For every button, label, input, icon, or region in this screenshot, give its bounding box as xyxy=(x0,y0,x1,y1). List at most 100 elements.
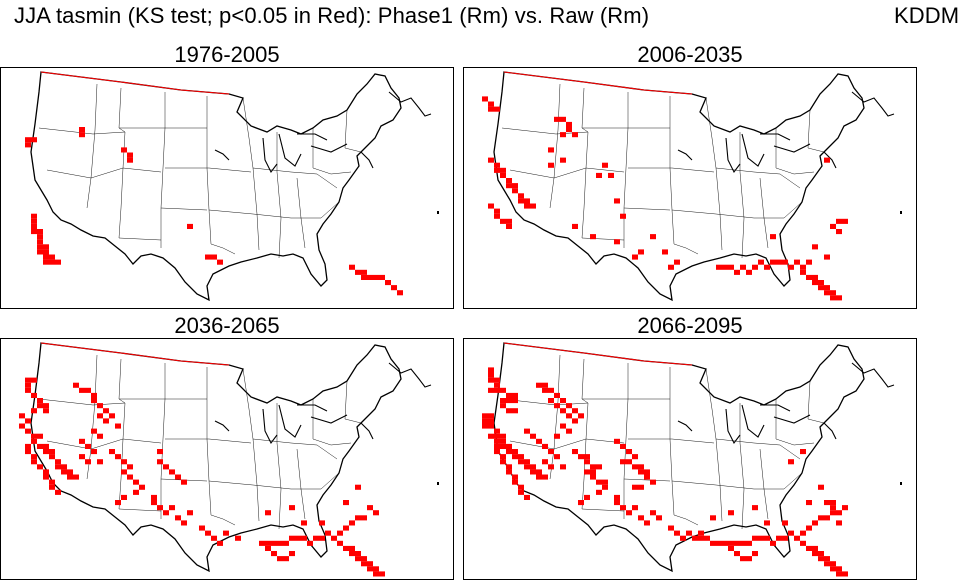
significant-cell xyxy=(824,561,830,567)
state-boundary xyxy=(165,438,252,444)
significant-cell xyxy=(830,510,836,516)
significant-cell xyxy=(776,535,782,541)
significant-cell xyxy=(506,223,512,229)
significant-cell xyxy=(97,459,103,465)
coastline xyxy=(214,149,230,161)
significant-cell xyxy=(836,218,842,224)
significant-cell xyxy=(602,484,608,490)
significant-cell xyxy=(31,459,37,465)
significant-cell xyxy=(554,433,560,439)
significant-cell xyxy=(283,556,289,562)
significant-cell xyxy=(656,515,662,521)
state-boundary xyxy=(160,92,166,248)
state-boundary xyxy=(671,480,755,490)
significant-cell xyxy=(584,469,590,475)
significant-cell xyxy=(49,479,55,485)
significant-cell xyxy=(49,454,55,460)
panel-3-title: 2036-2065 xyxy=(174,313,280,338)
coastline xyxy=(851,91,895,117)
state-boundary xyxy=(623,92,629,248)
significant-cell xyxy=(301,535,307,541)
coastline xyxy=(760,404,791,412)
significant-cell xyxy=(824,290,830,296)
state-boundary xyxy=(38,398,94,406)
significant-cell xyxy=(746,540,752,546)
significant-cell xyxy=(512,392,518,398)
significant-cell xyxy=(668,264,674,270)
significant-cell xyxy=(91,398,97,404)
significant-cell xyxy=(644,469,650,475)
significant-cell xyxy=(181,479,187,485)
significant-cell xyxy=(500,167,506,173)
significant-cell xyxy=(259,540,265,546)
state-boundary xyxy=(291,472,340,490)
significant-cell xyxy=(494,449,500,455)
significant-cell xyxy=(139,484,145,490)
significant-cell xyxy=(19,423,25,429)
coastline xyxy=(278,133,302,167)
significant-cell xyxy=(644,520,650,526)
map-panel-1976-2005 xyxy=(0,67,454,309)
significant-cell xyxy=(37,239,43,245)
coastline xyxy=(823,422,837,440)
significant-cell xyxy=(752,551,758,557)
significant-cell xyxy=(830,561,836,567)
significant-cell xyxy=(542,474,548,480)
significant-cell xyxy=(620,459,626,465)
significant-cell xyxy=(217,540,223,546)
significant-cell xyxy=(830,290,836,296)
significant-cell xyxy=(55,459,61,465)
significant-cell xyxy=(512,183,518,189)
significant-cell xyxy=(500,443,506,449)
coastline xyxy=(760,133,791,141)
significant-cell xyxy=(770,540,776,546)
significant-cell xyxy=(524,428,530,434)
significant-cell xyxy=(734,540,740,546)
significant-cell xyxy=(698,535,704,541)
significant-cell xyxy=(277,540,283,546)
significant-cell xyxy=(43,474,49,480)
significant-cell xyxy=(79,438,85,444)
state-boundary xyxy=(316,444,338,460)
significant-cell xyxy=(301,520,307,526)
significant-cell xyxy=(61,469,67,475)
significant-cell xyxy=(211,254,217,260)
significant-cell xyxy=(548,147,554,153)
significant-cell xyxy=(43,469,49,475)
significant-cell xyxy=(566,428,572,434)
significant-cell xyxy=(830,505,836,511)
significant-cell xyxy=(169,505,175,511)
significant-cell xyxy=(37,244,43,250)
significant-cell xyxy=(31,377,37,383)
significant-cell xyxy=(31,408,37,414)
significant-cell xyxy=(331,535,337,541)
significant-cell xyxy=(205,254,211,260)
significant-cell xyxy=(548,464,554,470)
panel-4-title: 2066-2095 xyxy=(637,313,743,338)
significant-cell xyxy=(397,290,403,296)
panel-1-title: 1976-2005 xyxy=(174,42,280,67)
state-boundary xyxy=(775,128,815,175)
significant-cell xyxy=(770,259,776,265)
significant-cell xyxy=(73,382,79,388)
significant-cell xyxy=(494,438,500,444)
significant-cell xyxy=(121,147,127,153)
significant-cell xyxy=(37,229,43,235)
significant-cell xyxy=(289,551,295,557)
state-boundary xyxy=(673,514,699,526)
significant-cell xyxy=(482,418,488,424)
significant-cell xyxy=(560,423,566,429)
significant-cell xyxy=(343,525,349,531)
significant-cell xyxy=(836,520,842,526)
coastline xyxy=(262,408,278,445)
significant-cell xyxy=(277,556,283,562)
significant-cell xyxy=(632,454,638,460)
significant-cell xyxy=(548,449,554,455)
significant-cell xyxy=(265,545,271,551)
state-boundary xyxy=(779,444,801,460)
significant-cell xyxy=(752,264,758,270)
significant-cell xyxy=(824,254,830,260)
significant-cell xyxy=(554,403,560,409)
significant-cell xyxy=(512,474,518,480)
significant-cell xyxy=(566,127,572,133)
